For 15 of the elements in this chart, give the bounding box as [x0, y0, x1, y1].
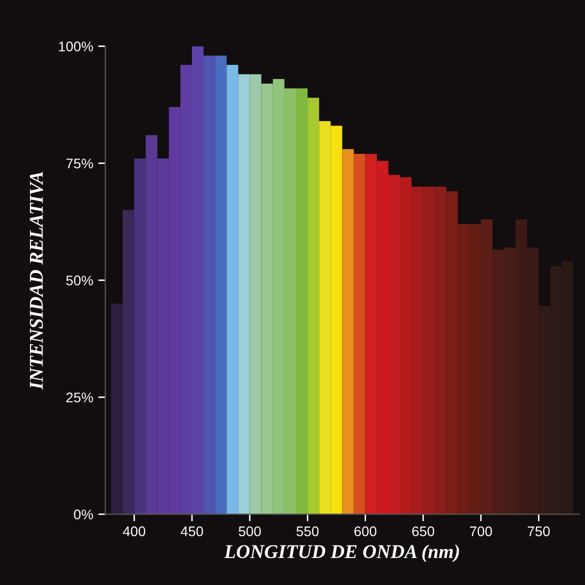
y-tick-label: 0% [74, 510, 93, 520]
x-tick-label: 750 [528, 526, 550, 536]
y-tick-label: 75% [66, 158, 93, 168]
x-tick-label: 500 [238, 526, 261, 536]
y-axis-title: INTENSIDAD RELATIVA [30, 172, 44, 390]
y-tick-label: 100% [59, 42, 93, 52]
y-tick-label: 25% [66, 392, 93, 402]
x-tick-label: 700 [470, 526, 492, 536]
y-tick-label: 50% [66, 276, 93, 286]
x-tick-label: 550 [296, 526, 319, 536]
x-tick-label: 400 [122, 526, 146, 536]
x-tick-label: 650 [412, 526, 434, 536]
x-tick-label: 600 [354, 526, 376, 536]
x-tick-label: 450 [180, 526, 204, 536]
x-axis-title: LONGITUD DE ONDA (nm) [224, 544, 460, 562]
